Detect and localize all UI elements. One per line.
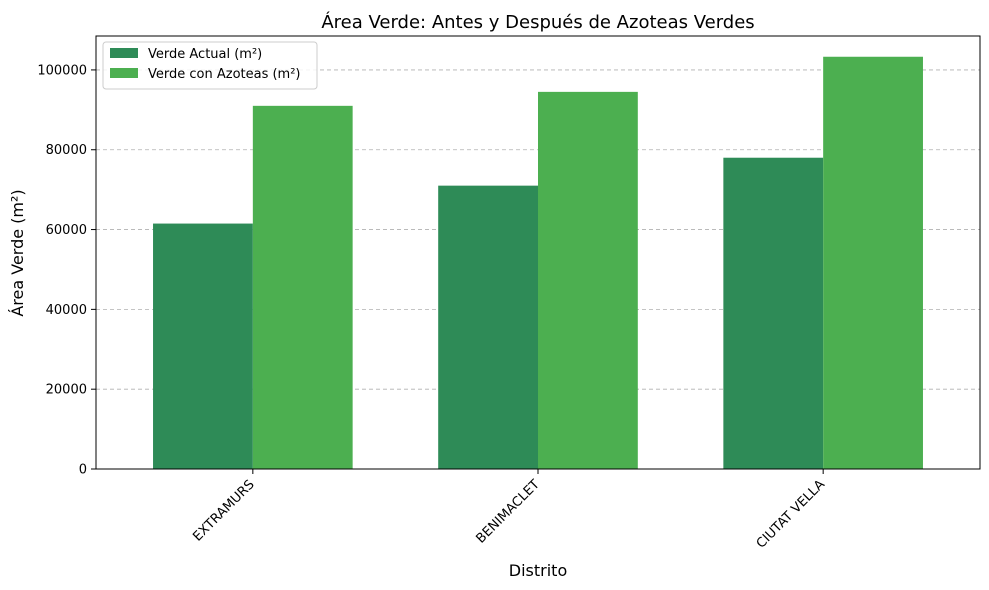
legend-entry: Verde Actual (m²)	[148, 47, 262, 62]
y-tick-label: 20000	[46, 383, 87, 398]
y-tick-label: 40000	[46, 303, 87, 318]
bar-verde-actual	[153, 223, 253, 469]
y-tick-label: 60000	[46, 223, 87, 238]
legend-entry: Verde con Azoteas (m²)	[148, 67, 301, 82]
x-tick-label: EXTRAMURS	[190, 477, 257, 544]
legend-swatch	[110, 48, 138, 58]
x-tick-label: BENIMACLET	[473, 477, 542, 546]
bar-verde-azoteas	[252, 105, 353, 469]
legend-swatch	[110, 68, 138, 78]
bar-verde-actual	[723, 157, 824, 470]
y-axis-ticks: 0 20000 40000 60000 80000 100000	[37, 63, 96, 478]
x-axis-ticks: EXTRAMURS BENIMACLET CIUTAT VELLA	[190, 469, 828, 552]
x-tick-label: CIUTAT VELLA	[754, 477, 828, 551]
bar-verde-azoteas	[538, 91, 638, 469]
y-tick-label: 0	[79, 463, 87, 478]
legend: Verde Actual (m²) Verde con Azoteas (m²)	[102, 41, 318, 90]
y-axis-label: Área Verde (m²)	[8, 189, 27, 316]
legend-box	[102, 41, 318, 90]
y-tick-label: 100000	[37, 63, 87, 78]
bar-verde-actual	[438, 185, 538, 470]
y-tick-label: 80000	[46, 143, 87, 158]
x-axis-label: Distrito	[509, 561, 567, 580]
bars	[153, 56, 923, 470]
chart-title: Área Verde: Antes y Después de Azoteas V…	[321, 11, 754, 33]
bar-verde-azoteas	[823, 56, 923, 469]
